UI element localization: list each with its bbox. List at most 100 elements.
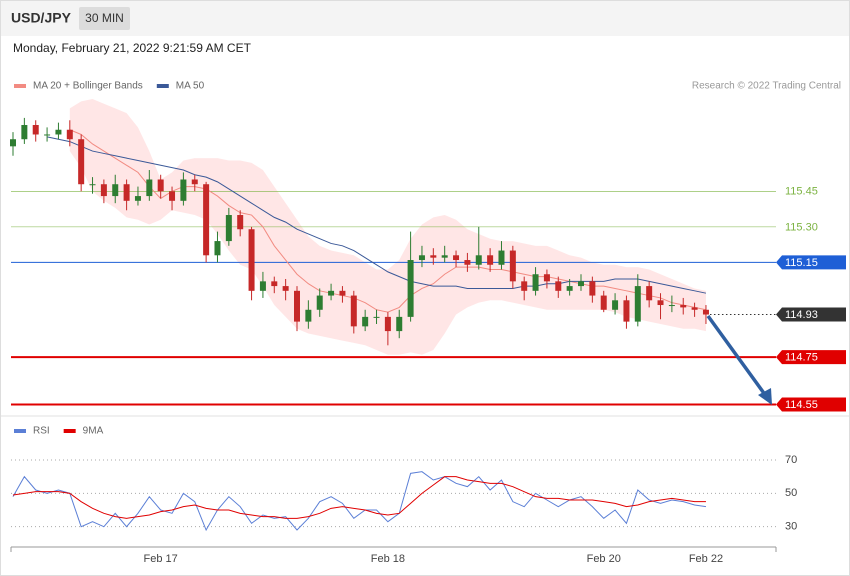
legend-label: MA 20 + Bollinger Bands [33, 81, 143, 92]
candle-body [668, 305, 675, 307]
interval-badge [79, 7, 130, 30]
candle-body [657, 300, 664, 306]
level-tag [776, 350, 846, 365]
candle-body [203, 184, 210, 256]
y-tick-label: 70 [785, 454, 797, 466]
forecast-arrow [706, 314, 768, 398]
candle-body [112, 184, 119, 197]
candle-body [612, 300, 619, 310]
candle-body [521, 281, 528, 291]
candle-body [589, 281, 596, 296]
candle-body [430, 255, 437, 258]
level-label: 115.30 [785, 221, 818, 233]
candle-body [680, 305, 687, 308]
price-panel: 115.45 115.30 115.15 114.93 114.75 114.55 MA 2… [10, 81, 846, 565]
rsi-line [12, 471, 707, 532]
level-label: 114.75 [785, 352, 818, 364]
candle-body [441, 255, 448, 258]
candle-body [509, 250, 516, 282]
level-tag [776, 397, 846, 412]
candle-body [191, 179, 198, 185]
x-tick-label: Feb 22 [689, 553, 723, 565]
bollinger-band [69, 98, 706, 355]
candle-body [702, 309, 709, 315]
candle-body [214, 241, 221, 256]
legend-swatch [156, 84, 169, 88]
candle-body [384, 316, 391, 332]
rsi-panel: 70 50 30 RSI 9MA [11, 426, 797, 533]
candle-body [78, 139, 85, 185]
x-tick-label: Feb 20 [587, 553, 621, 565]
candle-body [134, 196, 141, 201]
candle-body [248, 229, 255, 291]
level-label: 114.55 [785, 399, 818, 411]
candle-body [475, 255, 482, 265]
candle-body [350, 295, 357, 327]
header-bar [1, 1, 849, 36]
candle-body [294, 290, 300, 322]
candle-body [691, 307, 698, 310]
candle-body [44, 134, 51, 136]
x-tick-label: Feb 18 [371, 553, 405, 565]
candle-body [566, 286, 573, 291]
candle-body [600, 295, 607, 310]
level-label: 115.45 [785, 186, 818, 198]
candle-body [328, 290, 335, 296]
candle-body [578, 281, 584, 287]
y-tick-label: 50 [785, 487, 797, 499]
candle-body [373, 316, 380, 318]
candle-body [225, 215, 232, 242]
candle-body [418, 255, 425, 261]
legend-label: MA 50 [176, 81, 205, 92]
candle-body [498, 250, 505, 265]
legend-label: RSI [33, 426, 50, 437]
candle-body [623, 300, 630, 322]
candle-body [100, 184, 107, 197]
symbol: USD/JPY [11, 10, 72, 26]
candle-body [157, 179, 164, 192]
candle-body [21, 125, 28, 140]
candle-body [555, 281, 562, 291]
legend-swatch [63, 429, 76, 433]
candle-body [282, 286, 289, 291]
candle-body [180, 179, 187, 201]
candle-body [89, 184, 96, 186]
candle-body [407, 260, 414, 317]
candle-body [169, 191, 176, 201]
candle-body [316, 295, 323, 310]
candle-body [10, 139, 16, 147]
interval: 30 MIN [85, 11, 124, 25]
candle-body [634, 286, 641, 322]
legend-swatch [14, 84, 26, 88]
level-tag [776, 307, 846, 322]
ma-line [46, 136, 707, 294]
rsi-line [12, 476, 706, 519]
level-label: 115.15 [785, 257, 818, 269]
level-label: 114.93 [785, 309, 818, 321]
candle-body [487, 255, 494, 265]
candle-body [464, 260, 471, 265]
legend-label: 9MA [83, 426, 104, 437]
candle-body [55, 129, 62, 135]
candle-body [646, 286, 653, 301]
candle-body [237, 215, 244, 230]
candle-body [453, 255, 460, 261]
candle-body [123, 184, 130, 201]
candle-body [305, 309, 312, 322]
candle-body [362, 316, 369, 327]
datetime: Monday, February 21, 2022 9:21:59 AM CET [13, 41, 252, 55]
candle-body [396, 316, 403, 332]
candle-body [66, 129, 73, 140]
candle-body [259, 281, 266, 291]
candle-body [271, 281, 278, 287]
x-tick-label: Feb 17 [144, 553, 178, 565]
candle-body [146, 179, 153, 197]
legend-swatch [14, 429, 26, 433]
level-tag [776, 255, 846, 270]
candle-body [532, 274, 539, 291]
candle-body [32, 125, 39, 135]
y-tick-label: 30 [785, 521, 797, 533]
forecast-arrowhead [758, 388, 772, 405]
